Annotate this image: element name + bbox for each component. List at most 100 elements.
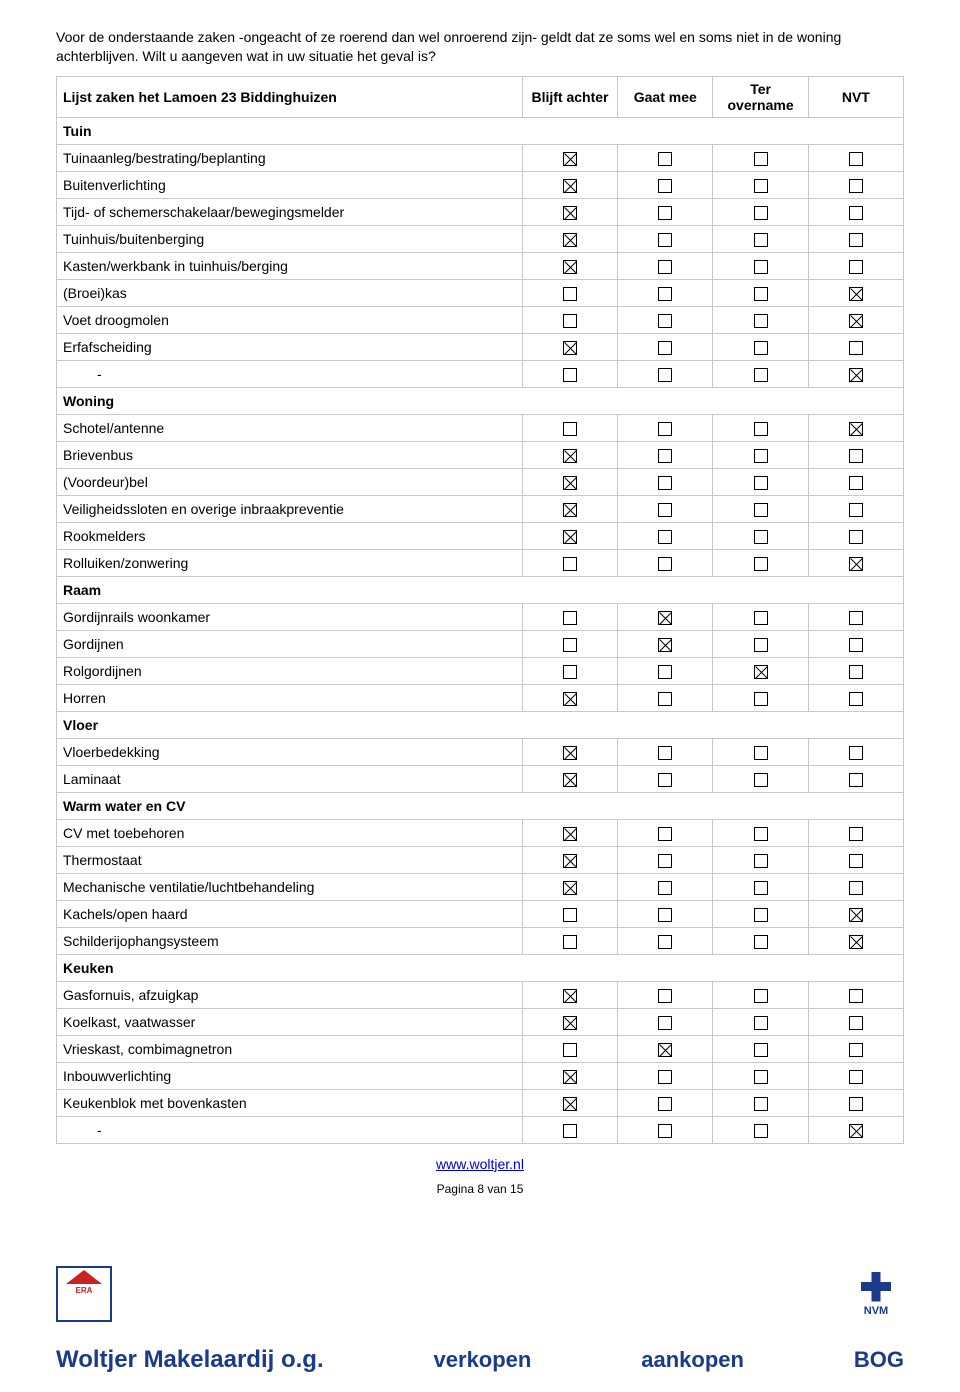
- checkbox-empty-icon[interactable]: [849, 854, 863, 868]
- checkbox-empty-icon[interactable]: [754, 368, 768, 382]
- checkbox-empty-icon[interactable]: [754, 179, 768, 193]
- checkbox-empty-icon[interactable]: [658, 773, 672, 787]
- checkbox-empty-icon[interactable]: [754, 746, 768, 760]
- checkbox-empty-icon[interactable]: [658, 989, 672, 1003]
- checkbox-checked-icon[interactable]: [563, 206, 577, 220]
- checkbox-empty-icon[interactable]: [849, 530, 863, 544]
- checkbox-checked-icon[interactable]: [563, 260, 577, 274]
- checkbox-checked-icon[interactable]: [563, 773, 577, 787]
- checkbox-empty-icon[interactable]: [849, 449, 863, 463]
- checkbox-empty-icon[interactable]: [658, 233, 672, 247]
- checkbox-empty-icon[interactable]: [754, 1043, 768, 1057]
- checkbox-empty-icon[interactable]: [754, 854, 768, 868]
- checkbox-empty-icon[interactable]: [563, 908, 577, 922]
- checkbox-empty-icon[interactable]: [849, 233, 863, 247]
- checkbox-checked-icon[interactable]: [563, 341, 577, 355]
- checkbox-empty-icon[interactable]: [658, 908, 672, 922]
- checkbox-empty-icon[interactable]: [658, 1097, 672, 1111]
- checkbox-checked-icon[interactable]: [563, 692, 577, 706]
- checkbox-empty-icon[interactable]: [658, 692, 672, 706]
- checkbox-checked-icon[interactable]: [658, 611, 672, 625]
- checkbox-checked-icon[interactable]: [849, 368, 863, 382]
- checkbox-checked-icon[interactable]: [849, 314, 863, 328]
- checkbox-empty-icon[interactable]: [658, 827, 672, 841]
- checkbox-empty-icon[interactable]: [849, 341, 863, 355]
- checkbox-empty-icon[interactable]: [658, 557, 672, 571]
- checkbox-empty-icon[interactable]: [658, 206, 672, 220]
- checkbox-empty-icon[interactable]: [754, 773, 768, 787]
- checkbox-empty-icon[interactable]: [754, 422, 768, 436]
- checkbox-empty-icon[interactable]: [563, 422, 577, 436]
- checkbox-empty-icon[interactable]: [754, 1016, 768, 1030]
- checkbox-empty-icon[interactable]: [563, 935, 577, 949]
- checkbox-empty-icon[interactable]: [658, 1016, 672, 1030]
- checkbox-checked-icon[interactable]: [563, 152, 577, 166]
- checkbox-empty-icon[interactable]: [849, 1070, 863, 1084]
- checkbox-checked-icon[interactable]: [849, 422, 863, 436]
- checkbox-empty-icon[interactable]: [658, 287, 672, 301]
- checkbox-empty-icon[interactable]: [563, 314, 577, 328]
- checkbox-empty-icon[interactable]: [658, 1070, 672, 1084]
- checkbox-empty-icon[interactable]: [658, 449, 672, 463]
- checkbox-empty-icon[interactable]: [754, 476, 768, 490]
- checkbox-empty-icon[interactable]: [849, 476, 863, 490]
- checkbox-empty-icon[interactable]: [563, 1124, 577, 1138]
- checkbox-checked-icon[interactable]: [658, 1043, 672, 1057]
- checkbox-empty-icon[interactable]: [658, 881, 672, 895]
- checkbox-empty-icon[interactable]: [563, 638, 577, 652]
- checkbox-checked-icon[interactable]: [849, 908, 863, 922]
- checkbox-checked-icon[interactable]: [849, 557, 863, 571]
- checkbox-empty-icon[interactable]: [754, 260, 768, 274]
- checkbox-empty-icon[interactable]: [563, 557, 577, 571]
- checkbox-empty-icon[interactable]: [754, 233, 768, 247]
- checkbox-empty-icon[interactable]: [563, 665, 577, 679]
- checkbox-empty-icon[interactable]: [658, 1124, 672, 1138]
- checkbox-empty-icon[interactable]: [754, 287, 768, 301]
- checkbox-empty-icon[interactable]: [754, 557, 768, 571]
- checkbox-checked-icon[interactable]: [563, 854, 577, 868]
- checkbox-empty-icon[interactable]: [849, 503, 863, 517]
- checkbox-empty-icon[interactable]: [849, 665, 863, 679]
- checkbox-empty-icon[interactable]: [754, 827, 768, 841]
- checkbox-checked-icon[interactable]: [658, 638, 672, 652]
- checkbox-empty-icon[interactable]: [849, 746, 863, 760]
- checkbox-empty-icon[interactable]: [849, 881, 863, 895]
- checkbox-empty-icon[interactable]: [754, 314, 768, 328]
- checkbox-empty-icon[interactable]: [849, 773, 863, 787]
- checkbox-empty-icon[interactable]: [849, 989, 863, 1003]
- checkbox-empty-icon[interactable]: [849, 206, 863, 220]
- website-link[interactable]: www.woltjer.nl: [436, 1156, 524, 1172]
- checkbox-checked-icon[interactable]: [563, 179, 577, 193]
- checkbox-empty-icon[interactable]: [658, 854, 672, 868]
- checkbox-checked-icon[interactable]: [563, 476, 577, 490]
- checkbox-empty-icon[interactable]: [754, 989, 768, 1003]
- checkbox-empty-icon[interactable]: [658, 179, 672, 193]
- checkbox-empty-icon[interactable]: [658, 152, 672, 166]
- checkbox-empty-icon[interactable]: [849, 152, 863, 166]
- checkbox-checked-icon[interactable]: [563, 530, 577, 544]
- checkbox-empty-icon[interactable]: [754, 206, 768, 220]
- checkbox-empty-icon[interactable]: [849, 179, 863, 193]
- checkbox-checked-icon[interactable]: [563, 827, 577, 841]
- checkbox-checked-icon[interactable]: [563, 1097, 577, 1111]
- checkbox-checked-icon[interactable]: [849, 1124, 863, 1138]
- checkbox-empty-icon[interactable]: [754, 611, 768, 625]
- checkbox-empty-icon[interactable]: [754, 1070, 768, 1084]
- checkbox-empty-icon[interactable]: [754, 530, 768, 544]
- checkbox-empty-icon[interactable]: [563, 287, 577, 301]
- checkbox-empty-icon[interactable]: [754, 1124, 768, 1138]
- checkbox-empty-icon[interactable]: [849, 827, 863, 841]
- checkbox-empty-icon[interactable]: [849, 611, 863, 625]
- checkbox-empty-icon[interactable]: [849, 1043, 863, 1057]
- checkbox-empty-icon[interactable]: [658, 476, 672, 490]
- checkbox-empty-icon[interactable]: [754, 935, 768, 949]
- checkbox-checked-icon[interactable]: [563, 233, 577, 247]
- checkbox-checked-icon[interactable]: [563, 449, 577, 463]
- checkbox-empty-icon[interactable]: [754, 692, 768, 706]
- checkbox-empty-icon[interactable]: [658, 314, 672, 328]
- checkbox-checked-icon[interactable]: [563, 881, 577, 895]
- checkbox-empty-icon[interactable]: [849, 1097, 863, 1111]
- checkbox-checked-icon[interactable]: [563, 1070, 577, 1084]
- checkbox-empty-icon[interactable]: [563, 1043, 577, 1057]
- checkbox-checked-icon[interactable]: [849, 935, 863, 949]
